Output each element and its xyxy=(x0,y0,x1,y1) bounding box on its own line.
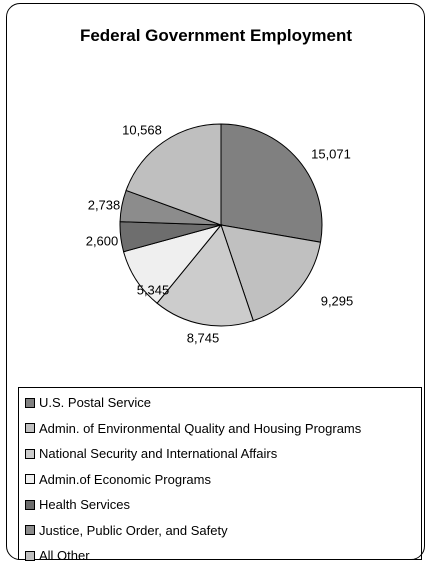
legend-item: Justice, Public Order, and Safety xyxy=(19,518,421,544)
legend-label: Admin.of Economic Programs xyxy=(39,471,211,487)
data-label: 8,745 xyxy=(187,330,220,345)
legend-label: National Security and International Affa… xyxy=(39,446,278,462)
pie-slice xyxy=(125,123,222,226)
legend-item: Admin.of Economic Programs xyxy=(19,467,421,493)
data-label: 2,738 xyxy=(88,197,121,212)
data-label: 15,071 xyxy=(311,146,351,161)
legend-swatch xyxy=(25,474,35,485)
legend-label: Health Services xyxy=(39,497,131,513)
chart-legend: U.S. Postal Service Admin. of Environment… xyxy=(18,387,422,563)
legend-item: U.S. Postal Service xyxy=(19,390,421,416)
data-label: 9,295 xyxy=(321,293,354,308)
legend-swatch xyxy=(25,423,35,434)
legend-label: Justice, Public Order, and Safety xyxy=(39,522,228,538)
legend-swatch xyxy=(25,550,35,561)
pie-chart: 15,071 9,295 8,745 5,345 2,600 2,738 10,568 xyxy=(86,122,354,345)
legend-label: U.S. Postal Service xyxy=(39,395,151,411)
pie-slice xyxy=(220,123,323,243)
legend-item: National Security and International Affa… xyxy=(19,441,421,467)
data-label: 2,600 xyxy=(86,233,119,248)
legend-label: Admin. of Environmental Quality and Hous… xyxy=(39,420,362,436)
legend-swatch xyxy=(25,397,35,408)
legend-swatch xyxy=(25,525,35,536)
chart-title: Federal Government Employment xyxy=(79,26,353,45)
legend-item: Admin. of Environmental Quality and Hous… xyxy=(19,416,421,442)
pie-slice xyxy=(156,223,254,327)
data-label: 10,568 xyxy=(122,122,162,137)
data-label: 5,345 xyxy=(137,282,170,297)
legend-item: Health Services xyxy=(19,492,421,518)
legend-label: All Other xyxy=(39,548,90,564)
legend-item: All Other xyxy=(19,543,421,569)
legend-swatch xyxy=(25,448,35,459)
pie-slice xyxy=(220,224,322,322)
legend-swatch xyxy=(25,499,35,510)
